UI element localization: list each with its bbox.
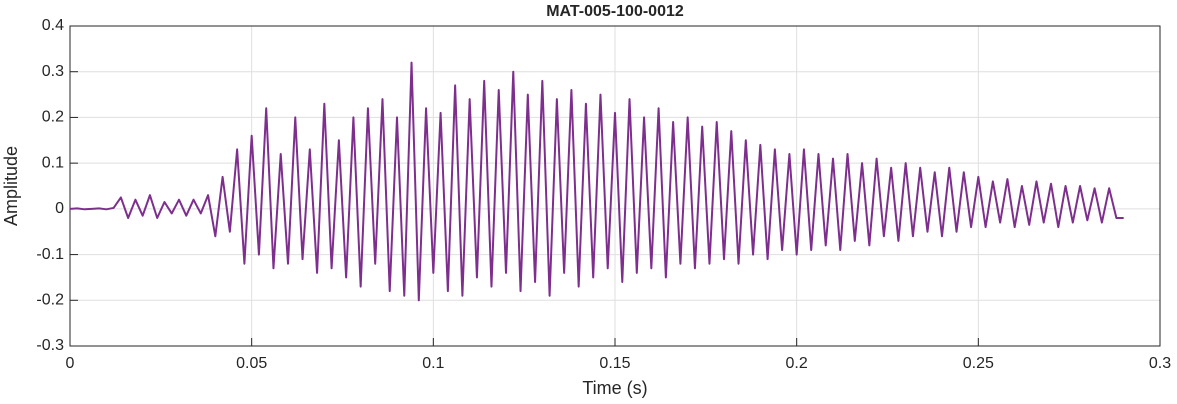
x-tick-label: 0.2 [786,355,808,372]
y-tick-label: 0.1 [42,154,64,171]
plot-frame [69,25,1161,347]
waveform-line [69,61,1124,302]
y-tick-label: 0.3 [42,63,64,80]
y-tick-label: -0.3 [36,337,64,354]
y-tick-label: -0.1 [36,246,64,263]
y-tick-label: 0 [55,200,64,217]
x-tick-label: 0.1 [422,355,444,372]
x-tick-label: 0.05 [236,355,267,372]
chart-title: MAT-005-100-0012 [546,3,684,20]
y-axis-label: Amplitude [1,146,21,226]
y-tick-label: 0.4 [42,17,64,34]
y-tick-label: -0.2 [36,292,64,309]
x-tick-label: 0.25 [963,355,994,372]
y-tick-label: 0.2 [42,109,64,126]
x-tick-label: 0 [66,355,75,372]
x-tick-label: 0.15 [599,355,630,372]
x-axis-label: Time (s) [582,378,647,398]
x-tick-label: 0.3 [1149,355,1171,372]
